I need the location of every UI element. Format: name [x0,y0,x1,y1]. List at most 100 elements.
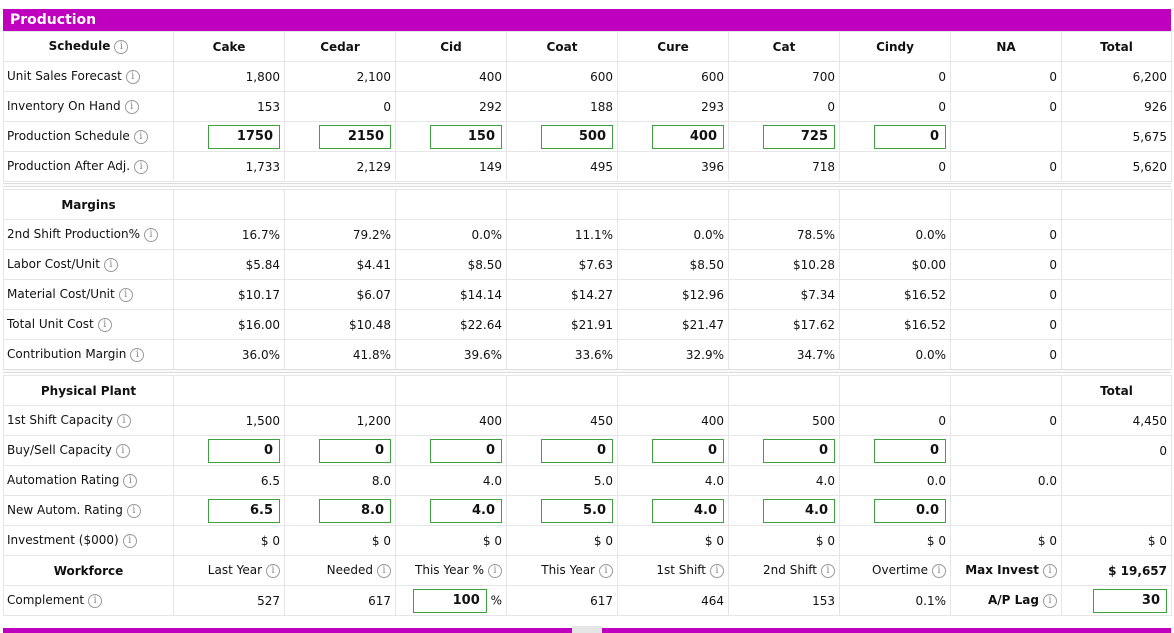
scroll-handle[interactable] [572,626,602,633]
new-automation-input[interactable]: 0.0 [874,498,946,523]
cell [1061,249,1172,280]
this-year-percent-input[interactable]: 100 [412,588,487,613]
top-strip [0,0,1174,8]
production-schedule-input[interactable]: 2150 [319,124,391,149]
table-row: Labor Cost/Unit i $5.84 $4.41 $8.50 $7.63… [3,249,1172,280]
info-icon[interactable]: i [125,69,140,84]
cell: 0 [173,435,285,466]
cell: 600 [506,61,618,92]
buy-sell-capacity-input[interactable]: 0 [874,438,946,463]
info-icon[interactable]: i [1043,563,1057,578]
cell: $12.96 [617,279,729,310]
info-icon[interactable]: i [130,347,145,362]
cell [839,189,951,220]
new-automation-input[interactable]: 5.0 [541,498,613,523]
cell: $17.62 [728,309,840,340]
cell: $10.17 [173,279,285,310]
production-schedule-input[interactable]: 0 [874,124,946,149]
cell: 0 [839,91,951,122]
info-icon[interactable]: i [124,99,139,114]
production-schedule-input[interactable]: 725 [763,124,835,149]
cell: 1,800 [173,61,285,92]
cell [950,121,1062,152]
cell: 8.0 [284,495,396,526]
cell [1061,339,1172,370]
cell: $7.34 [728,279,840,310]
buy-sell-capacity-input[interactable]: 0 [541,438,613,463]
table-row: Unit Sales Forecast i 1,800 2,100 400 600… [3,61,1172,92]
cell: 0 [950,219,1062,250]
margins-table: Margins 2nd Shift Production% i 16.7% 79.… [3,189,1172,370]
info-icon[interactable]: i [710,563,724,578]
info-icon[interactable]: i [123,473,138,488]
info-icon[interactable]: i [599,563,613,578]
cell: 400 [617,121,729,152]
buy-sell-capacity-input[interactable]: 0 [430,438,502,463]
table-row: Material Cost/Unit i $10.17 $6.07 $14.14 … [3,279,1172,310]
cell: 617 [284,585,396,616]
info-icon[interactable]: i [134,159,149,174]
ap-lag-input[interactable]: 30 [1093,588,1167,613]
info-icon[interactable]: i [1043,593,1057,608]
table-row: New Autom. Rating i 6.5 8.0 4.0 5.0 4.0 4… [3,495,1172,526]
cell [839,375,951,406]
production-schedule-input[interactable]: 500 [541,124,613,149]
workforce-col-header: 1st Shift i [617,555,729,586]
info-icon[interactable]: i [266,563,280,578]
info-icon[interactable]: i [133,129,148,144]
cell: 32.9% [617,339,729,370]
info-icon[interactable]: i [97,317,112,332]
info-icon[interactable]: i [114,39,129,54]
info-icon[interactable]: i [144,227,159,242]
info-icon[interactable]: i [932,563,946,578]
info-icon[interactable]: i [126,503,141,518]
cell: $5.84 [173,249,285,280]
info-icon[interactable]: i [118,287,133,302]
cell: 293 [617,91,729,122]
production-schedule-input[interactable]: 1750 [208,124,280,149]
cell: 600 [617,61,729,92]
new-automation-input[interactable]: 4.0 [430,498,502,523]
buy-sell-capacity-input[interactable]: 0 [208,438,280,463]
info-icon[interactable]: i [488,563,502,578]
cell: 450 [506,405,618,436]
cell: 0.0 [950,465,1062,496]
info-icon[interactable]: i [115,443,130,458]
cell: 36.0% [173,339,285,370]
new-automation-input[interactable]: 8.0 [319,498,391,523]
cell: 100 % [395,585,507,616]
info-icon[interactable]: i [116,413,131,428]
new-automation-input[interactable]: 4.0 [763,498,835,523]
cell: 0 [395,435,507,466]
info-icon[interactable]: i [103,257,118,272]
buy-sell-capacity-input[interactable]: 0 [652,438,724,463]
new-automation-input[interactable]: 6.5 [208,498,280,523]
cell: 0 [950,279,1062,310]
physical-plant-table: Physical Plant Total 1st Shift Capacity i… [3,375,1172,616]
info-icon[interactable]: i [88,593,103,608]
cell [617,189,729,220]
cell: 4.0 [617,465,729,496]
production-schedule-input[interactable]: 150 [430,124,502,149]
info-icon[interactable]: i [122,533,137,548]
cell: 0.0 [839,495,951,526]
new-automation-input[interactable]: 4.0 [652,498,724,523]
cell: 0 [284,91,396,122]
production-schedule-input[interactable]: 400 [652,124,724,149]
product-header: Cure [617,31,729,62]
buy-sell-capacity-input[interactable]: 0 [319,438,391,463]
cell: 5.0 [506,495,618,526]
cell: 79.2% [284,219,396,250]
info-icon[interactable]: i [377,563,391,578]
cell: 725 [728,121,840,152]
cell: $16.52 [839,309,951,340]
cell: 153 [173,91,285,122]
cell: 8.0 [284,465,396,496]
info-icon[interactable]: i [821,563,835,578]
cell: 4,450 [1061,405,1172,436]
cell: 0 [950,61,1062,92]
buy-sell-capacity-input[interactable]: 0 [763,438,835,463]
workforce-header-row: Workforce Last Year i Needed i This Year %… [3,555,1172,586]
cell: 4.0 [728,495,840,526]
cell: $ 0 [617,525,729,556]
